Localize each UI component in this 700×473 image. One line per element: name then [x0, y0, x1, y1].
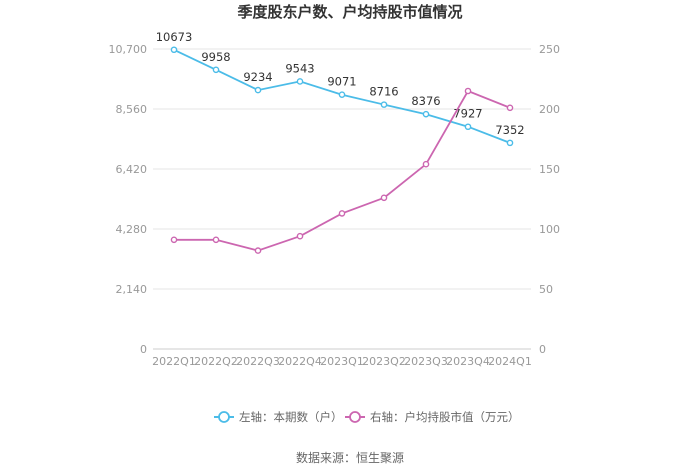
- data-point[interactable]: [212, 66, 220, 74]
- x-tick-label: 2024Q1: [488, 355, 532, 368]
- left-tick-label: 8,560: [116, 103, 148, 116]
- right-tick-label: 200: [539, 103, 560, 116]
- right-tick-label: 150: [539, 163, 560, 176]
- legend[interactable]: 左轴：本期数（户） 右轴：户均持股市值（万元）: [214, 410, 520, 424]
- data-label: 9071: [327, 75, 356, 89]
- x-tick-label: 2023Q4: [446, 355, 490, 368]
- data-label: 7352: [495, 123, 524, 137]
- right-tick-label: 0: [539, 343, 546, 356]
- x-tick-label: 2023Q2: [362, 355, 406, 368]
- data-label: 9543: [285, 61, 314, 75]
- right-axis: 0 50 100 150 200 250: [539, 43, 560, 356]
- left-tick-label: 2,140: [116, 283, 148, 296]
- grid-lines: [153, 48, 531, 350]
- data-point[interactable]: [380, 101, 388, 108]
- left-tick-label: 0: [140, 343, 147, 356]
- data-label: 9958: [201, 50, 230, 64]
- x-tick-label: 2023Q1: [320, 355, 364, 368]
- x-tick-label: 2023Q3: [404, 355, 448, 368]
- legend-label: 右轴：户均持股市值（万元）: [370, 410, 520, 424]
- data-label: 9234: [243, 70, 272, 84]
- data-point[interactable]: [296, 232, 304, 240]
- data-point[interactable]: [422, 160, 430, 168]
- x-tick-label: 2022Q1: [152, 355, 196, 368]
- right-tick-label: 100: [539, 223, 560, 236]
- x-tick-label: 2022Q2: [194, 355, 238, 368]
- data-label: 8376: [411, 94, 440, 108]
- left-tick-label: 4,280: [116, 223, 148, 236]
- x-axis: 2022Q12022Q22022Q32022Q42023Q12023Q22023…: [152, 355, 532, 368]
- data-point[interactable]: [464, 87, 472, 95]
- right-tick-label: 250: [539, 43, 560, 56]
- data-label: 8716: [369, 85, 398, 99]
- data-point[interactable]: [506, 139, 514, 147]
- chart-title: 季度股东户数、户均持股市值情况: [237, 3, 462, 21]
- left-tick-label: 6,420: [116, 163, 148, 176]
- data-point[interactable]: [170, 46, 178, 54]
- data-point[interactable]: [338, 210, 346, 217]
- data-point[interactable]: [170, 236, 178, 244]
- left-tick-label: 10,700: [109, 43, 148, 56]
- data-point[interactable]: [212, 236, 220, 244]
- data-label: 7927: [453, 107, 482, 121]
- data-label: 10673: [156, 30, 193, 44]
- x-tick-label: 2022Q3: [236, 355, 280, 368]
- legend-label: 左轴：本期数（户）: [239, 410, 343, 424]
- x-tick-label: 2022Q4: [278, 355, 322, 368]
- legend-item[interactable]: 右轴：户均持股市值（万元）: [345, 410, 520, 424]
- data-point[interactable]: [338, 91, 346, 98]
- data-point[interactable]: [506, 104, 514, 112]
- legend-item[interactable]: 左轴：本期数（户）: [214, 410, 343, 424]
- data-point[interactable]: [380, 194, 388, 202]
- data-point[interactable]: [296, 78, 304, 85]
- legend-marker: [349, 411, 361, 423]
- data-source: 数据来源：恒生聚源: [296, 450, 404, 465]
- left-axis: 0 2,140 4,280 6,420 8,560 10,700: [109, 43, 148, 356]
- data-point[interactable]: [254, 86, 262, 94]
- series-layer: 10673 9958 9234 9543 9071 8716 8376 7927 7352: [156, 30, 525, 254]
- legend-marker: [218, 411, 230, 423]
- data-point[interactable]: [464, 123, 472, 131]
- data-point[interactable]: [254, 247, 262, 254]
- data-point[interactable]: [422, 110, 430, 118]
- right-tick-label: 50: [539, 283, 553, 296]
